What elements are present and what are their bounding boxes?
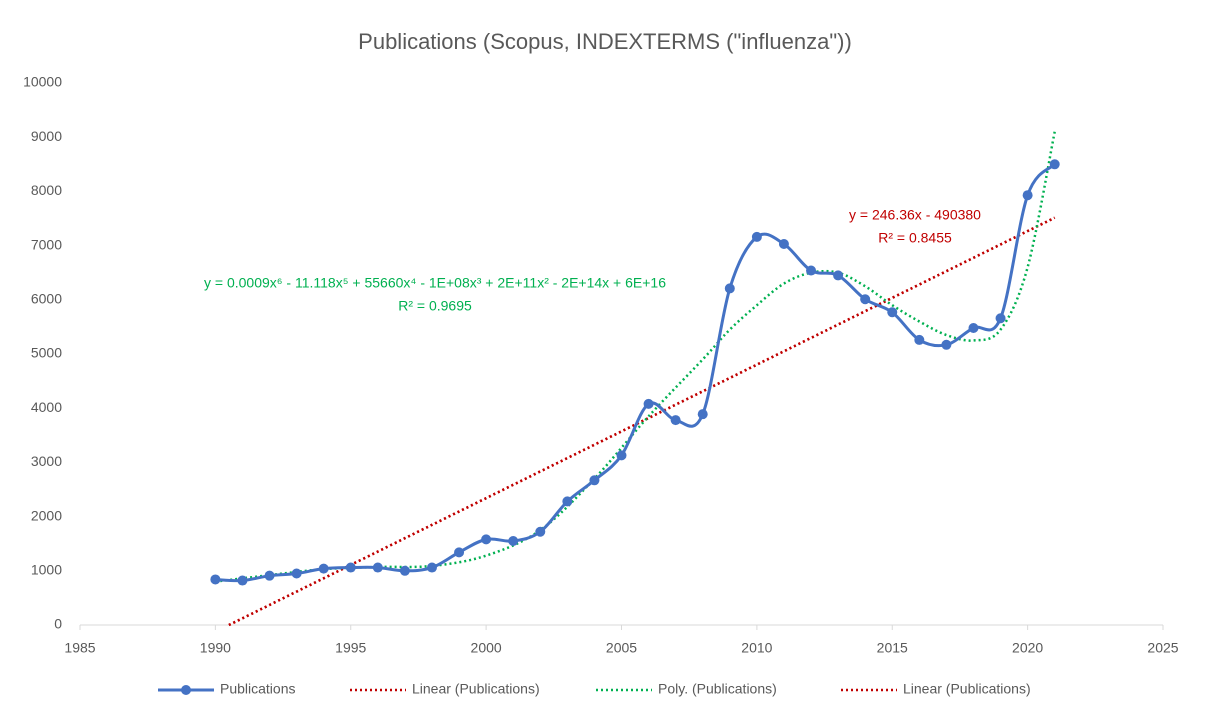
data-point — [724, 283, 735, 294]
x-tick-label: 2000 — [471, 640, 502, 656]
data-point — [697, 409, 708, 420]
data-point — [1049, 159, 1060, 170]
annotation: R² = 0.8455 — [878, 230, 952, 246]
data-point — [264, 570, 275, 581]
data-point — [995, 313, 1006, 324]
data-point — [210, 574, 221, 585]
legend-label: Publications — [220, 681, 296, 697]
x-tick-label: 1990 — [200, 640, 231, 656]
data-point — [670, 415, 681, 426]
legend-label: Poly. (Publications) — [658, 681, 777, 697]
data-point — [237, 575, 248, 586]
data-point — [318, 563, 329, 574]
y-tick-label: 8000 — [31, 182, 62, 198]
y-tick-label: 1000 — [31, 562, 62, 578]
y-tick-label: 3000 — [31, 453, 62, 469]
data-point — [399, 565, 410, 576]
data-point — [751, 231, 762, 242]
chart-title: Publications (Scopus, INDEXTERMS ("influ… — [358, 29, 852, 54]
y-tick-label: 2000 — [31, 507, 62, 523]
x-tick-label: 1985 — [64, 640, 95, 656]
data-point — [860, 294, 871, 305]
annotation: y = 0.0009x⁶ - 11.118x⁵ + 55660x⁴ - 1E+0… — [204, 275, 666, 291]
data-point — [778, 238, 789, 249]
legend-label: Linear (Publications) — [903, 681, 1031, 697]
data-point — [1022, 190, 1033, 201]
data-point — [914, 334, 925, 345]
y-tick-label: 6000 — [31, 291, 62, 307]
data-point — [481, 534, 492, 545]
data-point — [535, 526, 546, 537]
data-point — [454, 547, 465, 558]
legend-marker — [181, 685, 191, 695]
y-tick-label: 10000 — [23, 74, 62, 90]
x-tick-label: 2025 — [1147, 640, 1178, 656]
x-tick-label: 2010 — [741, 640, 772, 656]
x-tick-label: 1995 — [335, 640, 366, 656]
data-point — [291, 568, 302, 579]
trend-line — [228, 216, 1056, 627]
data-point — [643, 398, 654, 409]
x-tick-label: 2015 — [877, 640, 908, 656]
data-point — [508, 535, 519, 546]
y-tick-label: 5000 — [31, 345, 62, 361]
data-point — [806, 265, 817, 276]
y-tick-label: 7000 — [31, 236, 62, 252]
data-point — [345, 562, 356, 573]
data-point — [968, 322, 979, 333]
x-tick-label: 2005 — [606, 640, 637, 656]
x-tick-label: 2020 — [1012, 640, 1043, 656]
y-tick-label: 4000 — [31, 399, 62, 415]
data-point — [616, 450, 627, 461]
trend-line — [215, 131, 1056, 583]
data-point — [833, 270, 844, 281]
data-point — [887, 307, 898, 318]
annotation: R² = 0.9695 — [398, 298, 472, 314]
data-point — [589, 475, 600, 486]
annotation: y = 246.36x - 490380 — [849, 207, 981, 223]
legend-label: Linear (Publications) — [412, 681, 540, 697]
data-point — [372, 562, 383, 573]
data-point — [941, 339, 952, 350]
data-point — [562, 496, 573, 507]
data-point — [426, 562, 437, 573]
y-tick-label: 0 — [54, 616, 62, 632]
y-tick-label: 9000 — [31, 128, 62, 144]
